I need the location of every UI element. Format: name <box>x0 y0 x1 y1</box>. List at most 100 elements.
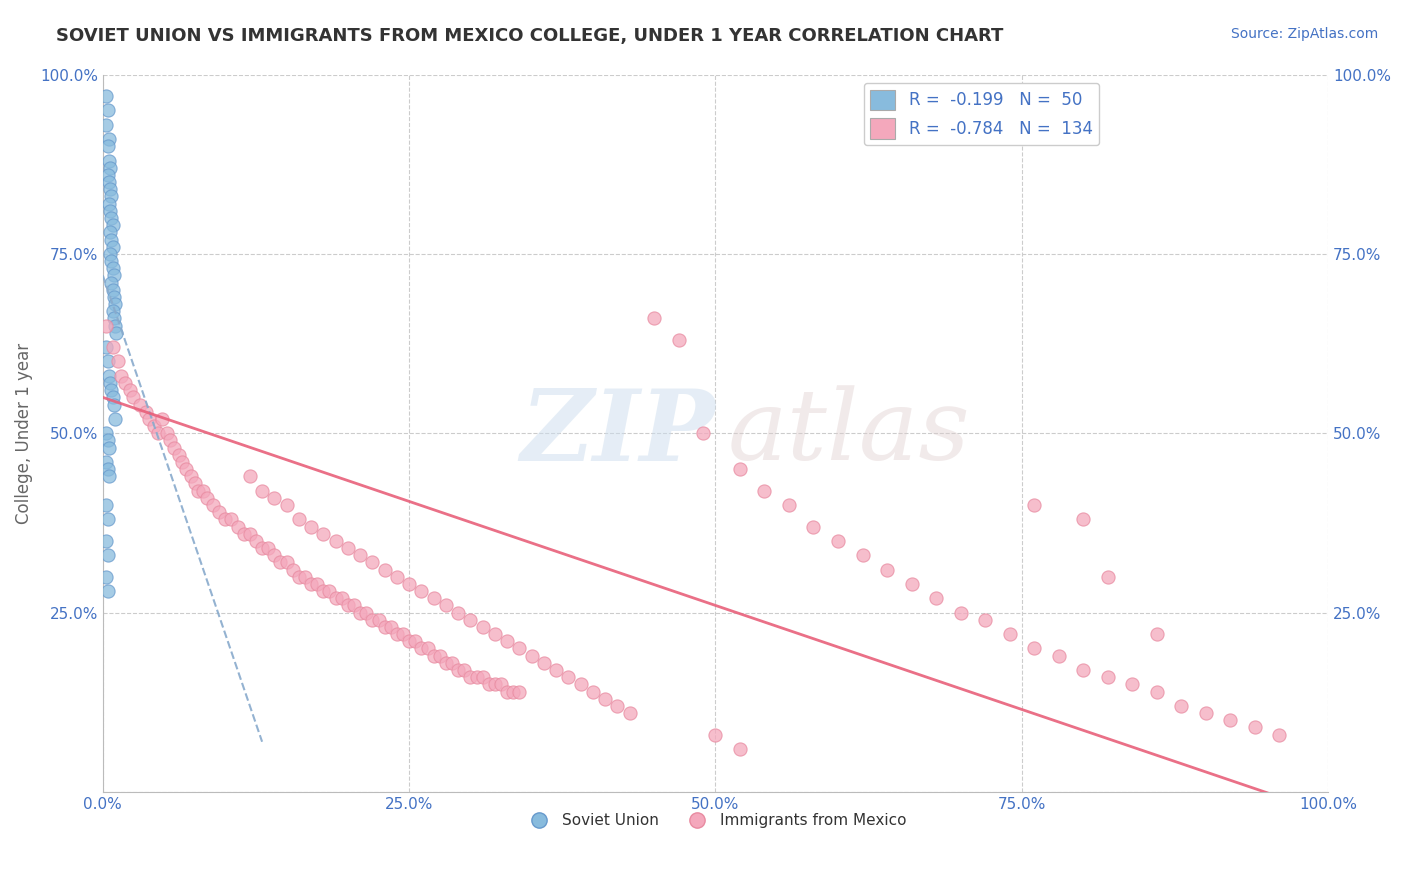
Point <box>1071 512 1094 526</box>
Point <box>1146 627 1168 641</box>
Point <box>533 656 555 670</box>
Point <box>98 247 121 261</box>
Point <box>925 591 948 606</box>
Point <box>98 225 121 239</box>
Point <box>1268 728 1291 742</box>
Point <box>851 548 873 562</box>
Point <box>100 254 122 268</box>
Point <box>392 627 415 641</box>
Point <box>398 577 420 591</box>
Point <box>361 613 384 627</box>
Point <box>520 648 543 663</box>
Text: atlas: atlas <box>728 385 970 481</box>
Point <box>183 476 205 491</box>
Point <box>105 326 128 340</box>
Point <box>128 398 150 412</box>
Point <box>496 684 519 698</box>
Point <box>307 577 329 591</box>
Point <box>949 606 972 620</box>
Legend: Soviet Union, Immigrants from Mexico: Soviet Union, Immigrants from Mexico <box>517 807 912 835</box>
Point <box>101 240 124 254</box>
Point <box>380 620 402 634</box>
Point <box>294 570 316 584</box>
Point <box>100 189 122 203</box>
Point <box>97 103 120 118</box>
Point <box>250 483 273 498</box>
Point <box>208 505 231 519</box>
Point <box>135 405 157 419</box>
Point <box>97 168 120 182</box>
Point <box>97 139 120 153</box>
Point <box>508 641 530 656</box>
Point <box>276 555 298 569</box>
Point <box>269 555 291 569</box>
Point <box>1219 713 1241 727</box>
Point <box>187 483 209 498</box>
Point <box>299 519 322 533</box>
Point <box>96 340 118 354</box>
Point <box>447 663 470 677</box>
Point <box>96 426 118 441</box>
Point <box>876 563 898 577</box>
Point <box>96 89 118 103</box>
Point <box>1071 663 1094 677</box>
Point <box>1121 677 1143 691</box>
Point <box>172 455 194 469</box>
Point <box>96 498 118 512</box>
Point <box>163 441 186 455</box>
Point <box>460 613 482 627</box>
Point <box>101 218 124 232</box>
Point <box>103 290 125 304</box>
Point <box>288 570 311 584</box>
Point <box>974 613 997 627</box>
Point <box>489 677 512 691</box>
Point <box>1146 684 1168 698</box>
Point <box>159 434 181 448</box>
Point <box>103 311 125 326</box>
Point <box>143 419 166 434</box>
Point <box>429 648 451 663</box>
Point <box>257 541 280 555</box>
Point <box>453 663 475 677</box>
Point <box>100 233 122 247</box>
Point <box>101 340 124 354</box>
Point <box>546 663 568 677</box>
Point <box>460 670 482 684</box>
Point <box>434 656 457 670</box>
Point <box>998 627 1021 641</box>
Point <box>1097 570 1119 584</box>
Text: Source: ZipAtlas.com: Source: ZipAtlas.com <box>1230 27 1378 41</box>
Point <box>101 283 124 297</box>
Point <box>97 175 120 189</box>
Point <box>374 620 396 634</box>
Point <box>692 426 714 441</box>
Point <box>101 390 124 404</box>
Point <box>343 599 366 613</box>
Point <box>325 591 347 606</box>
Point <box>484 677 506 691</box>
Point <box>97 153 120 168</box>
Point <box>138 412 160 426</box>
Point <box>496 634 519 648</box>
Point <box>411 641 433 656</box>
Point <box>593 691 616 706</box>
Point <box>250 541 273 555</box>
Point <box>349 606 371 620</box>
Point <box>101 304 124 318</box>
Point <box>263 548 285 562</box>
Point <box>195 491 218 505</box>
Point <box>146 426 169 441</box>
Point <box>465 670 488 684</box>
Point <box>704 728 727 742</box>
Point <box>728 742 751 756</box>
Point <box>100 383 122 397</box>
Point <box>239 469 262 483</box>
Point <box>728 462 751 476</box>
Point <box>508 684 530 698</box>
Point <box>118 383 141 397</box>
Point <box>180 469 202 483</box>
Point <box>1022 641 1045 656</box>
Point <box>202 498 225 512</box>
Point <box>416 641 439 656</box>
Point <box>239 526 262 541</box>
